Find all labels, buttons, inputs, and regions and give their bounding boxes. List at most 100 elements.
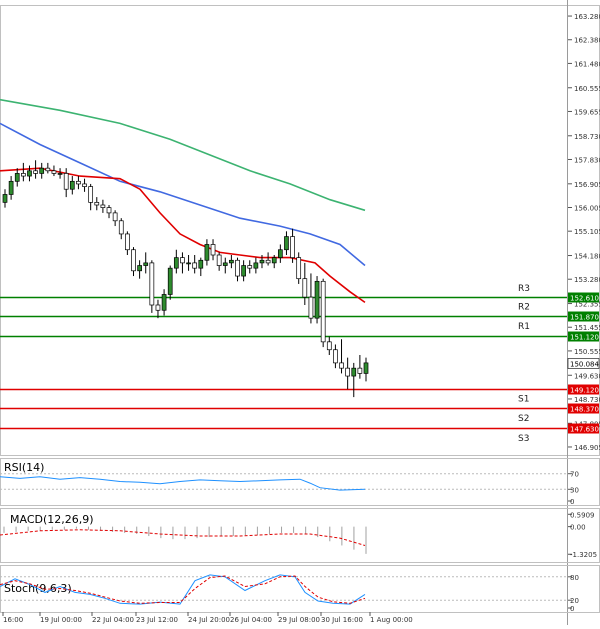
candle-body-up xyxy=(259,259,265,264)
price-tag-text: 151.120 xyxy=(570,334,599,342)
candle-body-down xyxy=(333,349,338,364)
y-tick-label: 156.005 xyxy=(574,205,600,213)
stoch-pane-frame xyxy=(0,565,600,613)
candle xyxy=(320,278,326,348)
level-name-s3: S3 xyxy=(518,434,529,444)
candle-body-down xyxy=(149,262,155,306)
pane-tick-label: 20 xyxy=(570,597,579,605)
candle-body-up xyxy=(284,236,289,251)
candle xyxy=(210,239,216,261)
candle-body-up xyxy=(39,167,45,174)
candle-body-down xyxy=(192,262,198,269)
candle xyxy=(69,176,75,195)
candle xyxy=(241,260,246,282)
y-tick-label: 155.105 xyxy=(574,228,600,236)
candle-body-up xyxy=(198,259,204,269)
pane-tick-label: 0 xyxy=(570,605,574,613)
candle xyxy=(265,252,271,266)
x-tick-label: 26 Jul 04:00 xyxy=(230,616,272,624)
candle xyxy=(302,262,308,305)
candle-body-up xyxy=(137,265,142,272)
candle-body-down xyxy=(326,341,332,351)
x-tick-label: 29 Jul 08:00 xyxy=(278,616,320,624)
candle-body-up xyxy=(27,170,32,177)
candle-body-down xyxy=(357,367,363,374)
candle xyxy=(357,355,363,379)
candle-body-up xyxy=(14,173,20,182)
candle xyxy=(326,336,332,355)
x-tick-label: 19 Jul 00:00 xyxy=(40,616,82,624)
candle-body-down xyxy=(63,173,69,190)
y-tick-label: 156.905 xyxy=(574,181,600,189)
candle-body-up xyxy=(57,173,63,175)
candle-body-down xyxy=(345,367,350,377)
price-tag-text: 152.610 xyxy=(570,295,599,303)
candle xyxy=(51,165,57,177)
price-tag-text: 149.120 xyxy=(570,387,599,395)
candle xyxy=(33,160,38,179)
candle-body-up xyxy=(277,249,283,258)
price-tag-s2 xyxy=(568,403,599,414)
candle-body-up xyxy=(271,257,277,264)
candle-body-down xyxy=(308,296,314,319)
pane-tick-label: 0.5909 xyxy=(570,511,595,519)
candle xyxy=(271,255,277,269)
candle-body-up xyxy=(173,257,179,269)
level-name-r2: R2 xyxy=(518,303,530,313)
candle-body-down xyxy=(247,265,253,269)
price-tag-text: 151.870 xyxy=(570,314,599,322)
price-tag-s3 xyxy=(568,423,599,434)
candle xyxy=(180,252,185,274)
candle-body-down xyxy=(106,207,112,214)
candle xyxy=(161,289,167,316)
candle-body-down xyxy=(51,170,57,174)
candle-body-down xyxy=(235,259,240,277)
x-tick-label: 22 Jul 04:00 xyxy=(92,616,134,624)
candle-body-up xyxy=(161,294,167,311)
candle-body-down xyxy=(320,280,326,343)
candle-body-down xyxy=(210,244,216,256)
candle xyxy=(363,357,369,382)
candle xyxy=(8,176,14,200)
candle xyxy=(198,257,204,277)
candle xyxy=(137,260,142,279)
moving-average-fast xyxy=(0,167,366,304)
rsi-title: RSI(14) xyxy=(4,461,44,474)
candle xyxy=(94,197,100,211)
candle xyxy=(131,247,136,277)
pane-tick-label: 0 xyxy=(570,498,574,506)
x-tick-label: 23 Jul 12:00 xyxy=(136,616,178,624)
y-tick-label: 153.280 xyxy=(574,276,600,284)
candle xyxy=(21,162,26,182)
candle-body-up xyxy=(253,262,259,269)
y-tick-label: 160.555 xyxy=(574,85,600,93)
candle-body-up xyxy=(241,265,246,277)
candle-body-up xyxy=(2,194,8,203)
candle-body-down xyxy=(302,278,308,298)
y-tick-label: 150.555 xyxy=(574,348,600,356)
moving-average-mid xyxy=(0,122,366,267)
candle-body-down xyxy=(94,202,100,206)
candle xyxy=(155,299,161,319)
level-name-s2: S2 xyxy=(518,414,529,424)
y-tick-label: 158.730 xyxy=(574,133,600,141)
candle xyxy=(296,252,302,284)
candle xyxy=(192,255,198,274)
candle-body-down xyxy=(82,183,87,187)
candle-body-down xyxy=(296,257,302,280)
candle-body-up xyxy=(351,367,357,377)
candle xyxy=(186,255,191,271)
y-tick-label: 157.830 xyxy=(574,156,600,164)
candle xyxy=(290,228,295,263)
candle xyxy=(118,218,124,240)
candle xyxy=(235,257,240,282)
candle-body-up xyxy=(69,180,75,190)
candle-body-up xyxy=(222,262,228,266)
candle-body-down xyxy=(125,233,130,251)
candle-body-up xyxy=(8,180,14,195)
current-price-text: 150.084 xyxy=(570,361,599,369)
candle xyxy=(106,205,112,219)
x-tick-label: 30 Jul 16:00 xyxy=(321,616,363,624)
macd-title: MACD(12,26,9) xyxy=(10,513,94,526)
